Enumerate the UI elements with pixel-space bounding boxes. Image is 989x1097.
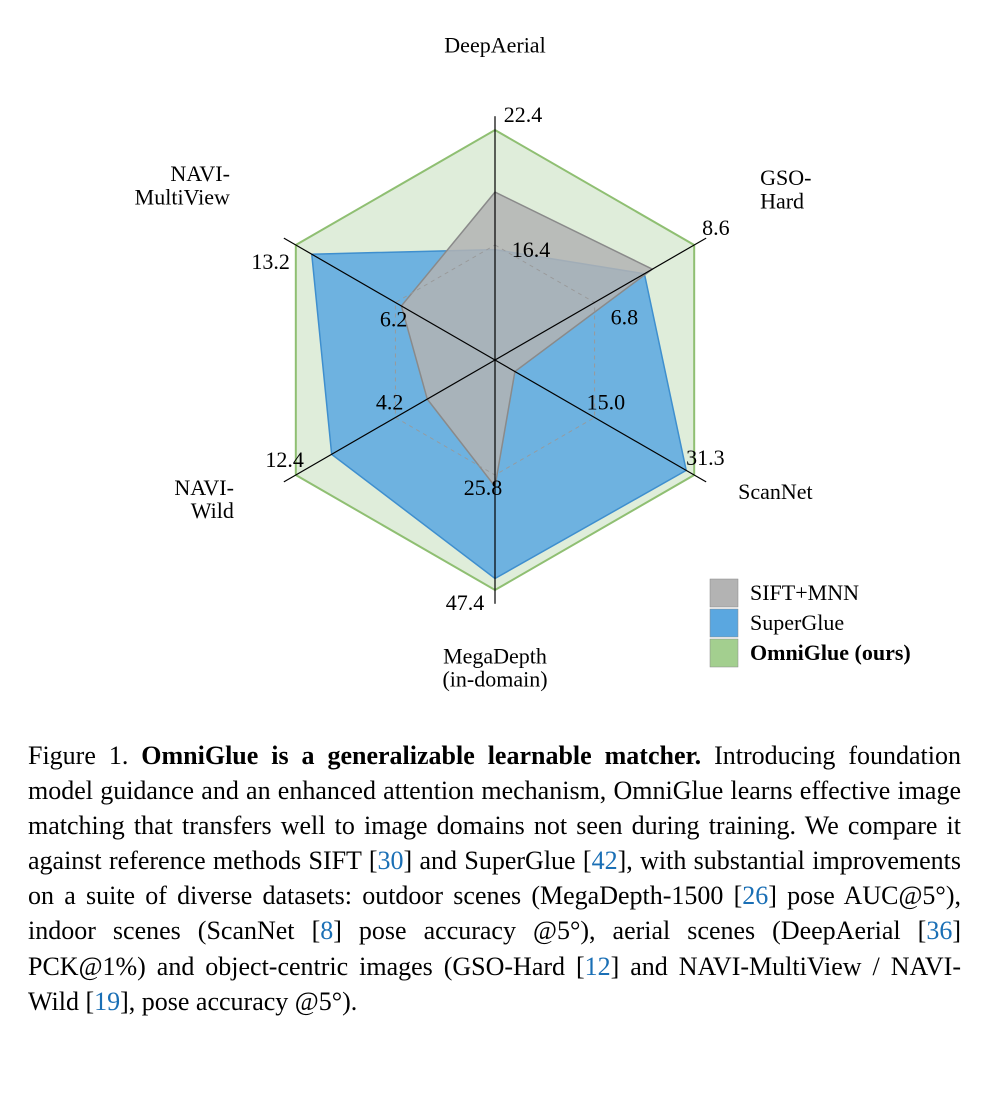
axis-max-value-DeepAerial: 22.4 [504, 102, 543, 127]
caption-prefix: Figure 1. [28, 741, 128, 770]
citation-36[interactable]: 36 [926, 916, 952, 945]
citation-30[interactable]: 30 [377, 846, 403, 875]
citation-42[interactable]: 42 [592, 846, 618, 875]
legend-label-superglue: SuperGlue [750, 610, 844, 635]
caption-text-2: ] and SuperGlue [ [403, 846, 591, 875]
axis-inner-value-ScanNet: 15.0 [587, 390, 626, 415]
legend-swatch-superglue [710, 609, 738, 637]
axis-tick-ScanNet [694, 475, 706, 482]
radar-chart: DeepAerial GSO-Hard ScanNet MegaDepth(in-do… [20, 10, 969, 730]
axis-tick-NAVI-Wild [284, 475, 296, 482]
axis-label-NAVI-Wild: NAVI-Wild [174, 475, 233, 523]
axis-tick-NAVI-MultiView [284, 238, 296, 245]
axis-inner-value-MegaDepth: 25.8 [464, 475, 503, 500]
axis-label-ScanNet: ScanNet [738, 479, 813, 504]
axis-max-value-ScanNet: 31.3 [686, 445, 725, 470]
radar-chart-wrap: DeepAerial GSO-Hard ScanNet MegaDepth(in-do… [20, 10, 969, 730]
citation-26[interactable]: 26 [742, 881, 768, 910]
axis-max-value-GSO-Hard: 8.6 [702, 215, 730, 240]
axis-label-DeepAerial: DeepAerial [444, 32, 545, 57]
axis-inner-value-GSO-Hard: 6.8 [611, 305, 639, 330]
axis-max-value-NAVI-MultiView: 13.2 [251, 249, 290, 274]
axis-inner-value-NAVI-MultiView: 6.2 [380, 307, 408, 332]
citation-12[interactable]: 12 [585, 952, 611, 981]
legend-label-omniglue: OmniGlue (ours) [750, 640, 911, 665]
axis-max-value-MegaDepth: 47.4 [446, 590, 485, 615]
legend-swatch-omniglue [710, 639, 738, 667]
axis-inner-value-DeepAerial: 16.4 [512, 237, 551, 262]
axis-max-value-NAVI-Wild: 12.4 [265, 447, 304, 472]
axis-label-GSO-Hard: GSO-Hard [760, 165, 811, 213]
caption-text-5: ] pose accuracy @5°), aerial scenes (Dee… [333, 916, 926, 945]
caption-text-8: ], pose accuracy @5°). [120, 987, 357, 1016]
citation-8[interactable]: 8 [320, 916, 333, 945]
legend-label-siftmnn: SIFT+MNN [750, 580, 859, 605]
axis-inner-value-NAVI-Wild: 4.2 [376, 390, 404, 415]
caption-title: OmniGlue is a generalizable learnable ma… [141, 741, 701, 770]
axis-label-MegaDepth: MegaDepth(in-domain) [442, 644, 547, 692]
figure-caption: Figure 1. OmniGlue is a generalizable le… [20, 738, 969, 1019]
legend-swatch-siftmnn [710, 579, 738, 607]
figure-container: DeepAerial GSO-Hard ScanNet MegaDepth(in-do… [0, 0, 989, 1075]
axis-label-NAVI-MultiView: NAVI-MultiView [135, 161, 230, 209]
citation-19[interactable]: 19 [94, 987, 120, 1016]
